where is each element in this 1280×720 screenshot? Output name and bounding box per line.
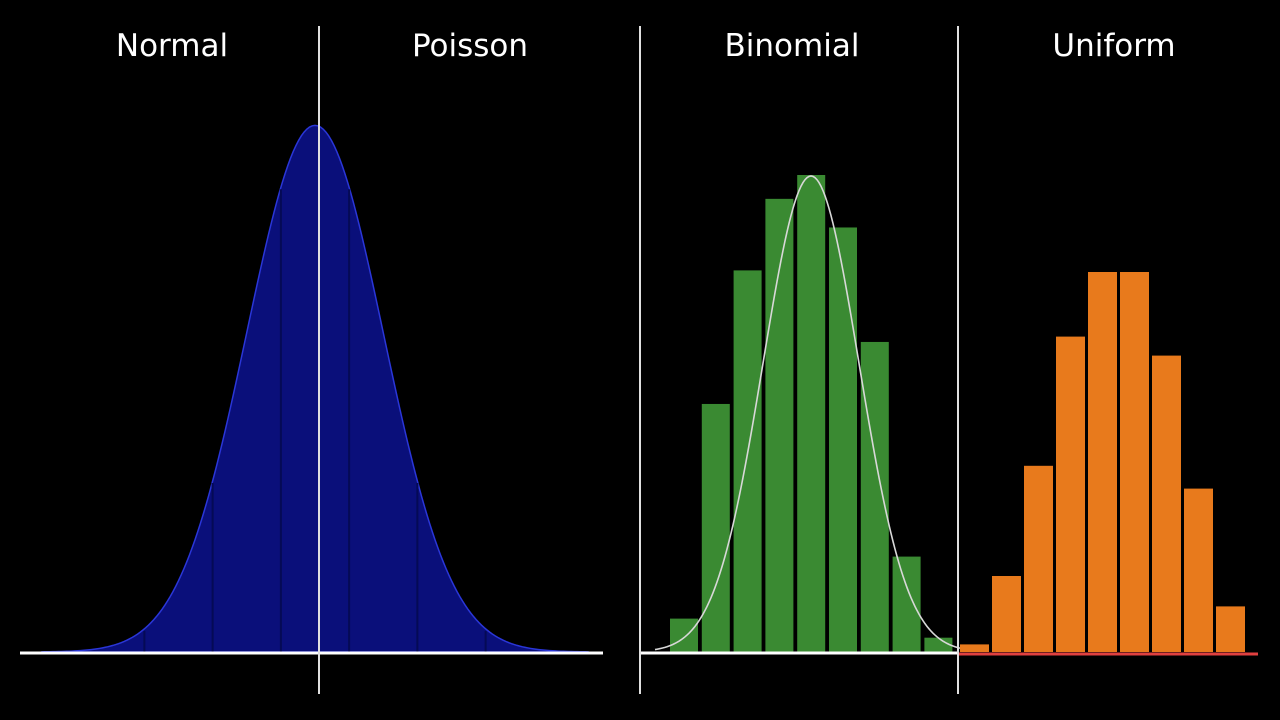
binomial-bar-3 bbox=[765, 198, 794, 652]
uniform-bar-4 bbox=[1088, 272, 1117, 652]
binomial-bar-4 bbox=[797, 175, 826, 652]
binomial-bar-1 bbox=[701, 403, 730, 652]
uniform-bar-1 bbox=[992, 576, 1021, 652]
uniform-bar-8 bbox=[1216, 606, 1245, 652]
normal-curve-area bbox=[41, 124, 589, 653]
binomial-bar-5 bbox=[829, 227, 857, 652]
titles: Normal Poisson Binomial Uniform bbox=[116, 28, 1176, 64]
uniform-bar-0 bbox=[960, 644, 989, 652]
panel-title-binomial: Binomial bbox=[725, 28, 860, 64]
panel-title-poisson: Poisson bbox=[412, 28, 528, 64]
binomial-bar-7 bbox=[892, 556, 921, 652]
uniform-bar-6 bbox=[1152, 355, 1181, 652]
uniform-bar-7 bbox=[1184, 488, 1213, 652]
binomial-panel bbox=[654, 175, 976, 652]
uniform-bar-5 bbox=[1120, 272, 1149, 652]
uniform-bar-2 bbox=[1024, 465, 1053, 652]
axes bbox=[20, 26, 1258, 694]
binomial-bar-2 bbox=[733, 270, 762, 652]
binomial-fit-curve bbox=[654, 175, 976, 652]
panel-title-uniform: Uniform bbox=[1052, 28, 1175, 64]
uniform-bar-3 bbox=[1056, 336, 1085, 652]
normal-panel bbox=[41, 124, 589, 653]
binomial-bar-8 bbox=[924, 637, 953, 652]
uniform-panel bbox=[960, 272, 1245, 652]
binomial-bar-6 bbox=[860, 341, 889, 652]
panel-title-normal: Normal bbox=[116, 28, 228, 64]
binomial-bar-0 bbox=[670, 618, 698, 652]
